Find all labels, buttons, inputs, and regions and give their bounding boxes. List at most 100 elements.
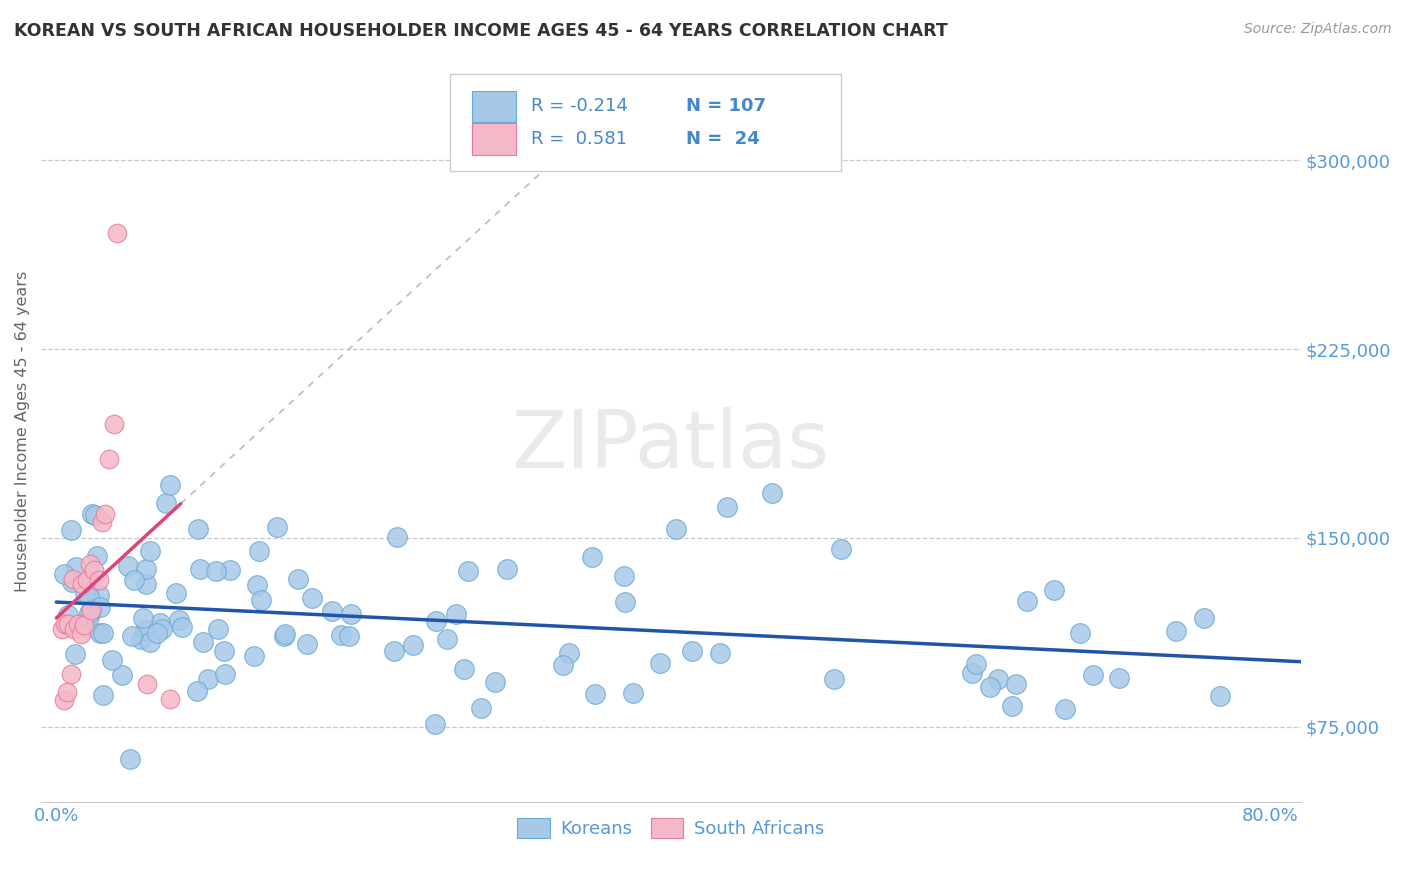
- Point: [145, 626, 167, 640]
- Point: [70, 576, 93, 591]
- Point: [91, 625, 114, 640]
- Point: [72, 618, 94, 632]
- Point: [621, 686, 644, 700]
- Point: [134, 623, 156, 637]
- Point: [62, 572, 84, 586]
- Point: [266, 519, 288, 533]
- Point: [83, 563, 105, 577]
- Point: [165, 586, 187, 600]
- Text: KOREAN VS SOUTH AFRICAN HOUSEHOLDER INCOME AGES 45 - 64 YEARS CORRELATION CHART: KOREAN VS SOUTH AFRICAN HOUSEHOLDER INCO…: [14, 22, 948, 40]
- Point: [94, 508, 117, 522]
- Text: Source: ZipAtlas.com: Source: ZipAtlas.com: [1244, 22, 1392, 37]
- Point: [205, 564, 228, 578]
- Point: [337, 628, 360, 642]
- Point: [101, 653, 124, 667]
- Point: [77, 591, 100, 605]
- Point: [190, 562, 212, 576]
- Point: [665, 522, 688, 536]
- Point: [136, 677, 159, 691]
- Bar: [472, 123, 516, 154]
- Point: [1053, 702, 1076, 716]
- Point: [273, 629, 295, 643]
- Point: [287, 572, 309, 586]
- Point: [1164, 624, 1187, 639]
- Text: N =  24: N = 24: [686, 130, 759, 148]
- Text: ZIPatlas: ZIPatlas: [512, 407, 830, 484]
- Point: [56, 607, 79, 622]
- Point: [1194, 610, 1216, 624]
- Point: [214, 667, 236, 681]
- Point: [1209, 690, 1232, 704]
- Point: [82, 602, 104, 616]
- Point: [425, 615, 447, 629]
- Point: [496, 562, 519, 576]
- Point: [86, 549, 108, 564]
- Point: [122, 573, 145, 587]
- Point: [76, 573, 98, 587]
- Point: [457, 564, 479, 578]
- Point: [219, 564, 242, 578]
- Point: [250, 593, 273, 607]
- Point: [51, 622, 73, 636]
- Point: [558, 646, 581, 660]
- Point: [197, 673, 219, 687]
- Point: [823, 672, 845, 686]
- Point: [186, 684, 208, 698]
- Point: [58, 617, 80, 632]
- Point: [1069, 625, 1091, 640]
- Point: [66, 617, 89, 632]
- Bar: [472, 91, 516, 122]
- Point: [681, 644, 703, 658]
- Point: [207, 623, 229, 637]
- Point: [135, 562, 157, 576]
- Point: [121, 629, 143, 643]
- Point: [79, 557, 101, 571]
- Point: [614, 594, 637, 608]
- Point: [830, 541, 852, 556]
- Text: N = 107: N = 107: [686, 97, 766, 115]
- Point: [135, 577, 157, 591]
- Point: [90, 515, 112, 529]
- Point: [648, 656, 671, 670]
- Point: [155, 496, 177, 510]
- Point: [75, 620, 97, 634]
- Point: [77, 609, 100, 624]
- Point: [242, 649, 264, 664]
- Point: [75, 586, 97, 600]
- Point: [444, 607, 467, 621]
- Point: [63, 622, 86, 636]
- Point: [187, 522, 209, 536]
- Point: [962, 665, 984, 680]
- Point: [423, 717, 446, 731]
- Point: [583, 687, 606, 701]
- Point: [149, 615, 172, 630]
- Point: [89, 600, 111, 615]
- Point: [297, 637, 319, 651]
- Point: [59, 523, 82, 537]
- Point: [98, 452, 121, 467]
- Point: [191, 635, 214, 649]
- Point: [1017, 593, 1039, 607]
- Point: [93, 688, 115, 702]
- Point: [1001, 699, 1024, 714]
- Text: R = -0.214: R = -0.214: [531, 97, 628, 115]
- Point: [80, 603, 103, 617]
- Point: [716, 500, 738, 514]
- Point: [172, 620, 194, 634]
- Point: [69, 627, 91, 641]
- Point: [87, 573, 110, 587]
- Point: [330, 627, 353, 641]
- Point: [120, 752, 142, 766]
- Point: [55, 617, 77, 632]
- Y-axis label: Householder Income Ages 45 - 64 years: Householder Income Ages 45 - 64 years: [15, 270, 30, 591]
- Point: [1108, 672, 1130, 686]
- Point: [65, 559, 87, 574]
- Point: [167, 613, 190, 627]
- Point: [53, 566, 76, 581]
- Point: [159, 478, 181, 492]
- Point: [1004, 677, 1026, 691]
- Point: [965, 657, 987, 671]
- Point: [159, 692, 181, 706]
- Point: [987, 673, 1010, 687]
- Point: [453, 661, 475, 675]
